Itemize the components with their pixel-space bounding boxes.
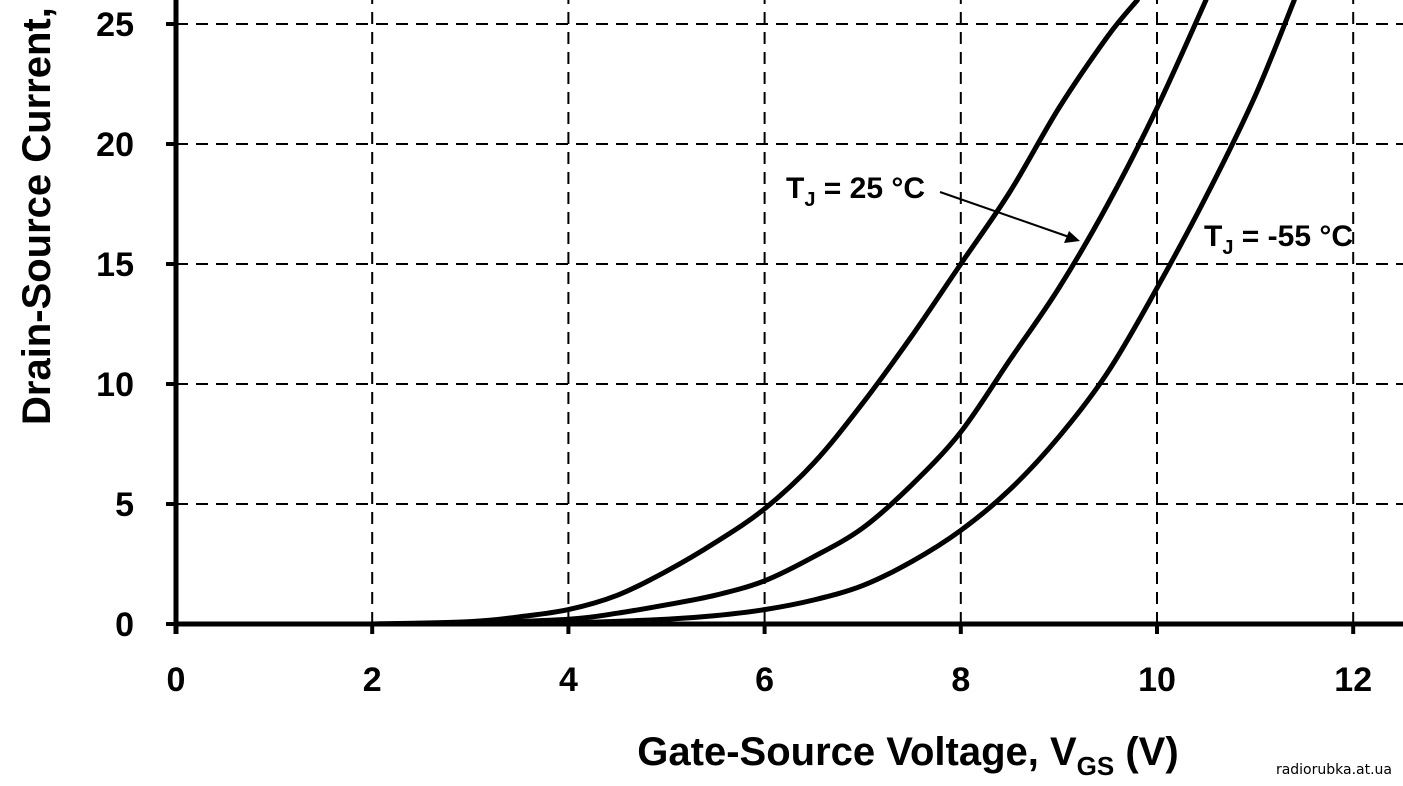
x-tick-label: 0: [167, 661, 186, 699]
x-tick-label: 6: [755, 661, 774, 699]
y-tick-label: 25: [96, 6, 134, 44]
y-axis-title: Drain-Source Current,: [15, 7, 59, 425]
y-tick-label: 0: [115, 606, 134, 644]
annotation-tj-25: TJ = 25 °C: [786, 172, 925, 211]
y-tick-label: 5: [115, 486, 134, 524]
series-line-2: [369, 0, 1209, 626]
x-tick-label: 4: [559, 661, 578, 699]
y-tick-label: 15: [96, 246, 134, 284]
x-tick-label: 12: [1334, 661, 1372, 699]
annotation-tj-minus55: TJ = -55 °C: [1204, 220, 1353, 259]
tick-labels: 0 2 4 6 8 10 12 0 5 10 15 20 25: [96, 6, 1372, 699]
series-line-1: [369, 0, 1140, 626]
series-curves: [369, 0, 1297, 626]
axes: [166, 0, 1403, 634]
x-axis-title: Gate-Source Voltage, VGS (V): [637, 730, 1178, 781]
x-tick-label: 8: [951, 661, 970, 699]
watermark: radiorubka.at.ua: [1276, 762, 1392, 778]
grid: [176, 0, 1403, 624]
x-tick-label: 10: [1138, 661, 1176, 699]
series-line-3: [467, 0, 1297, 626]
x-tick-label: 2: [363, 661, 382, 699]
y-tick-label: 10: [96, 366, 134, 404]
y-tick-label: 20: [96, 126, 134, 164]
annotation-arrow: [939, 191, 1080, 243]
